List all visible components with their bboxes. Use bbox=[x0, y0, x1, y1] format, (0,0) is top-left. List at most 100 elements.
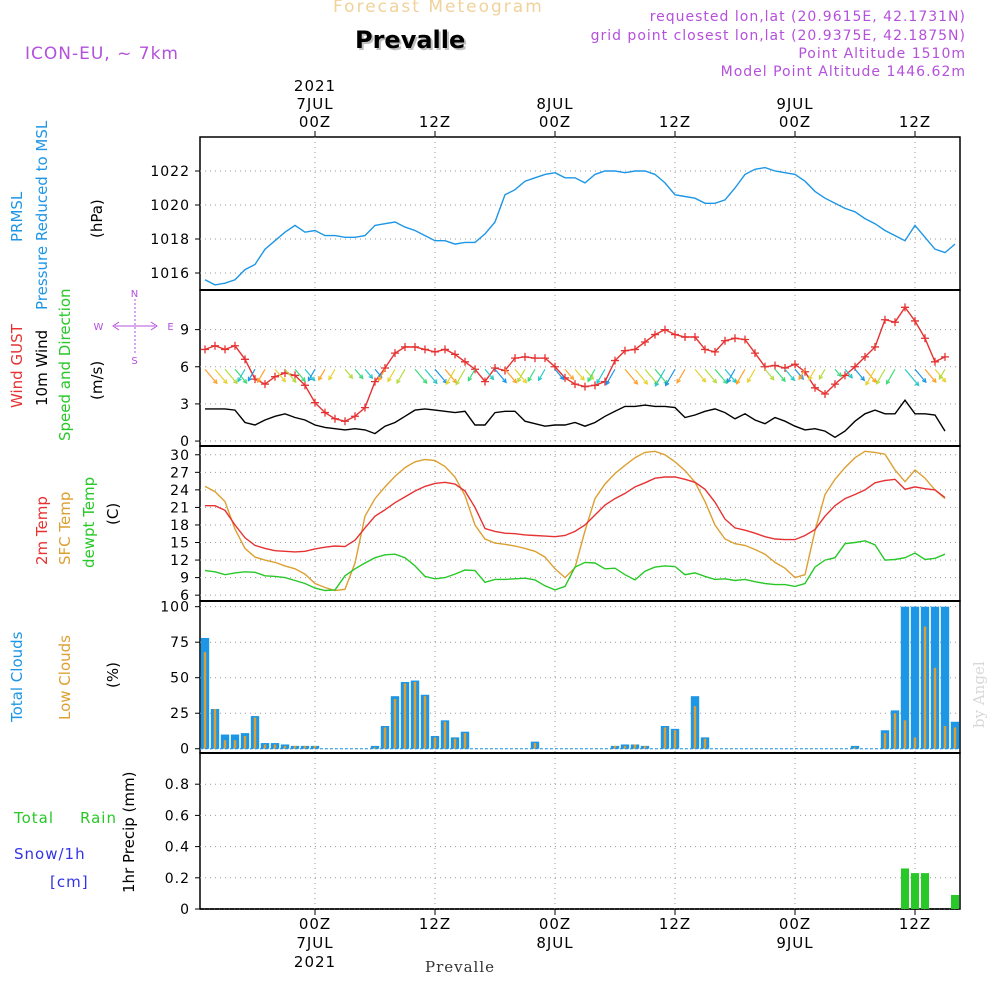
wind-direction-arrow bbox=[294, 368, 306, 382]
time-label-bottom: 00Z bbox=[779, 915, 811, 933]
wind-direction-arrowhead bbox=[587, 377, 592, 383]
cloud-low-bar bbox=[273, 744, 277, 749]
y-tick-label: 25 bbox=[170, 706, 190, 722]
cloud-low-bar bbox=[633, 744, 637, 749]
cloud-low-bar bbox=[613, 745, 617, 749]
wind-gust-marker bbox=[451, 350, 459, 359]
y-tick-label: 0.4 bbox=[165, 840, 190, 856]
y-tick-label: 1020 bbox=[150, 198, 190, 214]
wind-direction-arrow bbox=[784, 368, 795, 381]
wind-direction-arrowhead bbox=[808, 375, 813, 381]
wind-gust-marker bbox=[681, 333, 689, 342]
wind-direction-arrow bbox=[704, 368, 717, 384]
cloud-low-bar bbox=[213, 708, 217, 749]
wind-direction-arrowhead bbox=[432, 379, 438, 385]
wind-gust-marker bbox=[641, 338, 649, 346]
cloud-low-bar bbox=[283, 745, 287, 749]
wind-direction-arrow bbox=[364, 368, 373, 379]
wind-direction-arrow bbox=[914, 368, 927, 383]
wind-direction-arrow bbox=[504, 368, 517, 384]
y-tick-label: 0.8 bbox=[165, 777, 190, 793]
wind-direction-arrowhead bbox=[769, 375, 775, 381]
cloud-total-bar bbox=[900, 606, 910, 749]
cloud-low-bar bbox=[663, 727, 667, 749]
wind-gust-marker bbox=[491, 364, 499, 372]
wind-gust-marker bbox=[801, 367, 809, 376]
wind-direction-arrowhead bbox=[781, 377, 786, 383]
wind-direction-arrow bbox=[257, 368, 266, 383]
chart-supertitle: Forecast Meteogram bbox=[333, 0, 544, 17]
cloud-low-bar bbox=[413, 681, 417, 749]
cloud-low-bar bbox=[203, 652, 207, 749]
wind-gust-marker bbox=[581, 382, 589, 391]
wind-direction-arrow bbox=[247, 368, 256, 381]
wind-gust-marker bbox=[311, 398, 319, 407]
wind-direction-arrowhead bbox=[676, 378, 681, 384]
time-label-top: 2021 bbox=[294, 77, 336, 95]
info-requested: requested lon,lat (20.9615E, 42.1731N) bbox=[649, 9, 966, 25]
wind-gust-marker bbox=[291, 371, 299, 380]
wind-direction-arrow bbox=[318, 368, 326, 381]
precip-rain-label: Rain bbox=[80, 809, 117, 827]
wind-gust-marker bbox=[721, 336, 729, 345]
time-label-bottom: 12Z bbox=[419, 915, 451, 933]
wind-direction-arrowhead bbox=[307, 376, 313, 382]
wind-direction-arrowhead bbox=[527, 377, 532, 383]
wind-direction-arrow bbox=[214, 368, 228, 384]
compass-s-label: S bbox=[131, 356, 138, 367]
cloud-low-bar bbox=[253, 717, 257, 749]
wind-direction-arrowhead bbox=[368, 374, 374, 380]
precip-rain-bar bbox=[921, 873, 929, 909]
precip-rain-bar bbox=[911, 873, 919, 909]
wind-direction-arrowhead bbox=[938, 374, 944, 381]
wind-direction-arrowhead bbox=[569, 375, 575, 381]
cloud-low-bar bbox=[643, 745, 647, 749]
wind-direction-arrow bbox=[654, 368, 666, 387]
wind-direction-arrow bbox=[864, 368, 877, 383]
wind-direction-arrowhead bbox=[865, 380, 870, 386]
wind-gust-marker bbox=[631, 345, 639, 354]
wind-direction-arrowhead bbox=[291, 378, 297, 384]
y-tick-label: 100 bbox=[160, 600, 190, 616]
time-label-bottom: 12Z bbox=[899, 915, 931, 933]
time-label-top: 12Z bbox=[899, 113, 931, 131]
wind-gust-marker bbox=[351, 412, 359, 421]
wind-gust-marker bbox=[651, 330, 659, 339]
wind-direction-arrowhead bbox=[885, 379, 891, 385]
wind-direction-arrow bbox=[344, 368, 353, 379]
precip-rain-bar bbox=[901, 868, 909, 909]
wind-direction-arrow bbox=[818, 368, 826, 380]
wind-gust-marker bbox=[431, 347, 439, 356]
y-tick-label: 6 bbox=[180, 360, 190, 376]
cloud-low-bar bbox=[943, 726, 947, 749]
wind-gust-marker bbox=[841, 371, 849, 380]
wind-gust-marker bbox=[511, 354, 519, 363]
y-tick-label: 9 bbox=[180, 571, 190, 587]
wind-gust-marker bbox=[891, 318, 899, 327]
cloud-low-bar bbox=[933, 667, 937, 749]
wind-direction-arrow bbox=[467, 368, 476, 381]
wind-gust-marker bbox=[661, 325, 669, 334]
wind-gust-marker bbox=[461, 357, 469, 366]
cloud-low-bar bbox=[893, 713, 897, 749]
wind-direction-arrow bbox=[924, 368, 937, 383]
wind-direction-arrow bbox=[634, 368, 648, 385]
panel-frame-wind bbox=[199, 289, 961, 447]
wind-direction-arrow bbox=[726, 368, 736, 383]
wind-direction-arrowhead bbox=[860, 376, 866, 382]
wind-gust-marker bbox=[821, 390, 829, 398]
info-model-altitude: Model Point Altitude 1446.62m bbox=[720, 64, 966, 80]
wind-direction-arrow bbox=[354, 368, 364, 379]
wind-direction-arrowhead bbox=[735, 379, 741, 385]
wind-gust-marker bbox=[671, 330, 679, 339]
cloud-low-bar bbox=[263, 744, 267, 749]
y-tick-label: 75 bbox=[170, 635, 190, 651]
time-label-top: 7JUL bbox=[296, 95, 333, 113]
wind-gust-marker bbox=[711, 347, 719, 356]
time-label-bottom: 8JUL bbox=[536, 934, 573, 952]
wind-direction-arrow bbox=[378, 368, 386, 381]
wind-direction-arrow bbox=[434, 368, 448, 384]
y-tick-label: 15 bbox=[170, 536, 190, 552]
time-label-bottom: 7JUL bbox=[296, 934, 333, 952]
cloud-total-bar bbox=[940, 606, 950, 749]
